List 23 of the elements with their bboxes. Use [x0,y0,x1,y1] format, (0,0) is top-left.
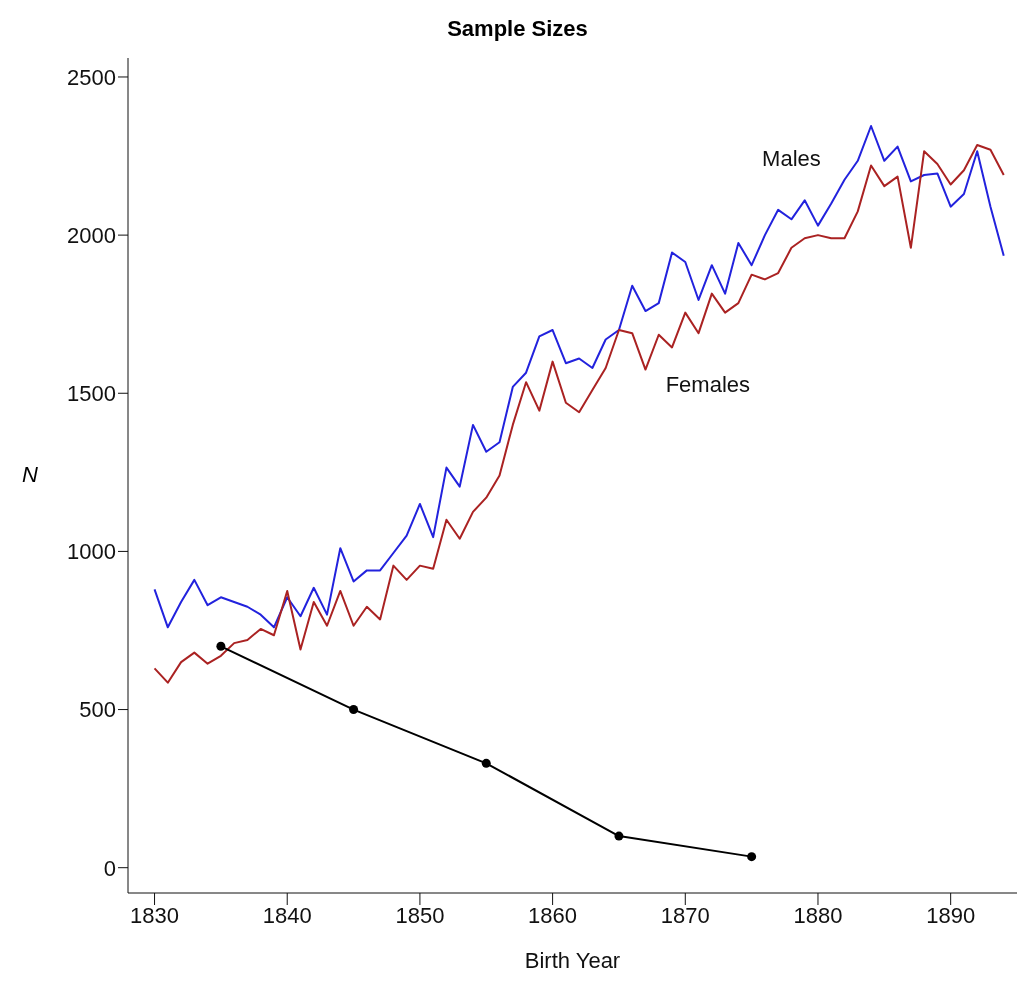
series-label: Females [665,371,751,398]
series-label: Males [762,146,821,173]
y-tick-label: 0 [103,855,116,881]
x-tick-label: 1870 [660,902,710,928]
y-tick-label: 2500 [67,64,116,90]
x-tick-label: 1860 [528,902,578,928]
y-tick-label: 1000 [67,539,116,565]
point [747,852,757,862]
x-axis-title: Birth Year [524,948,621,973]
y-axis-title: N [22,461,38,488]
x-tick-label: 1890 [926,902,976,928]
x-tick-label: 1830 [130,902,180,928]
point [481,758,491,768]
x-tick-label: 1840 [262,902,312,928]
point [614,831,624,841]
y-tick-label: 500 [79,697,116,723]
x-tick-label: 1850 [395,902,445,928]
point [349,705,359,715]
y-tick-label: 2000 [67,222,116,248]
point [216,641,226,651]
x-tick-label: 1880 [793,902,843,928]
chart-title: Sample Sizes [446,16,589,42]
y-tick-label: 1500 [67,381,116,407]
